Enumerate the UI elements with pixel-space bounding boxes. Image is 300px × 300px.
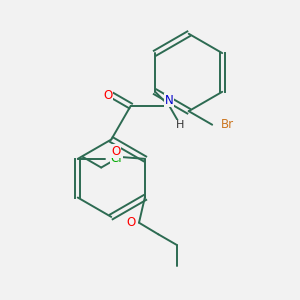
Text: H: H (176, 120, 184, 130)
Text: O: O (127, 216, 136, 229)
Text: Cl: Cl (111, 152, 122, 165)
Text: O: O (111, 145, 120, 158)
Text: Br: Br (221, 118, 234, 131)
Text: N: N (165, 94, 174, 107)
Text: O: O (103, 89, 112, 102)
